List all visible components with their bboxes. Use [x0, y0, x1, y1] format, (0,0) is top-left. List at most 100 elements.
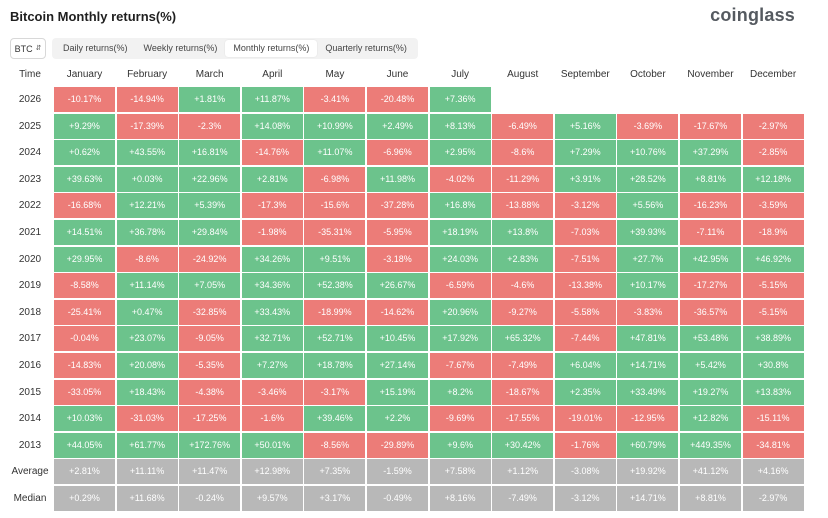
return-cell[interactable]: -6.59%: [429, 273, 491, 299]
return-cell[interactable]: -14.94%: [116, 87, 178, 112]
return-cell[interactable]: +53.48%: [680, 326, 741, 352]
return-cell[interactable]: +18.78%: [304, 353, 366, 378]
return-cell[interactable]: +13.8%: [492, 220, 554, 245]
summary-cell[interactable]: +11.47%: [179, 459, 241, 485]
return-cell[interactable]: -1.98%: [241, 220, 303, 245]
return-cell[interactable]: +8.2%: [429, 379, 491, 405]
return-cell[interactable]: +172.76%: [179, 432, 241, 458]
return-cell[interactable]: +33.49%: [617, 379, 679, 405]
summary-cell[interactable]: +14.71%: [617, 486, 679, 511]
return-cell[interactable]: +5.42%: [680, 353, 741, 378]
return-cell[interactable]: -8.58%: [54, 273, 115, 299]
return-cell[interactable]: +16.8%: [429, 193, 491, 219]
return-cell[interactable]: +2.49%: [367, 113, 428, 139]
return-cell[interactable]: +32.71%: [241, 326, 303, 352]
summary-cell[interactable]: +12.98%: [241, 459, 303, 485]
return-cell[interactable]: -17.55%: [492, 406, 554, 432]
return-cell[interactable]: +33.43%: [241, 299, 303, 325]
return-cell[interactable]: +11.98%: [367, 166, 428, 192]
return-cell[interactable]: -16.68%: [54, 193, 115, 219]
return-cell[interactable]: +6.04%: [554, 353, 616, 378]
return-cell[interactable]: -37.28%: [367, 193, 428, 219]
return-cell[interactable]: -3.69%: [617, 113, 679, 139]
return-cell[interactable]: +39.46%: [304, 406, 366, 432]
return-cell[interactable]: -7.49%: [492, 353, 554, 378]
summary-cell[interactable]: +9.57%: [241, 486, 303, 511]
return-cell[interactable]: -4.02%: [429, 166, 491, 192]
return-cell[interactable]: -5.35%: [179, 353, 241, 378]
return-cell[interactable]: -36.57%: [680, 299, 741, 325]
return-cell[interactable]: -17.39%: [116, 113, 178, 139]
return-cell[interactable]: +2.35%: [554, 379, 616, 405]
summary-cell[interactable]: +7.35%: [304, 459, 366, 485]
return-cell[interactable]: -16.23%: [680, 193, 741, 219]
return-cell[interactable]: -32.85%: [179, 299, 241, 325]
return-cell[interactable]: +2.2%: [367, 406, 428, 432]
return-cell[interactable]: -3.41%: [304, 87, 366, 112]
return-cell[interactable]: -7.51%: [554, 246, 616, 272]
summary-cell[interactable]: +0.29%: [54, 486, 115, 511]
return-cell[interactable]: +7.36%: [429, 87, 491, 112]
summary-cell[interactable]: -3.12%: [554, 486, 616, 511]
return-cell[interactable]: +5.16%: [554, 113, 616, 139]
return-cell[interactable]: +8.81%: [680, 166, 741, 192]
summary-cell[interactable]: +4.16%: [742, 459, 804, 485]
return-cell[interactable]: -2.97%: [742, 113, 804, 139]
return-cell[interactable]: -7.44%: [554, 326, 616, 352]
return-cell[interactable]: +2.95%: [429, 140, 491, 166]
return-cell[interactable]: +1.81%: [179, 87, 241, 112]
return-cell[interactable]: +30.42%: [492, 432, 554, 458]
return-cell[interactable]: -3.83%: [617, 299, 679, 325]
return-cell[interactable]: +34.36%: [241, 273, 303, 299]
return-cell[interactable]: +7.27%: [241, 353, 303, 378]
return-cell[interactable]: +5.39%: [179, 193, 241, 219]
return-cell[interactable]: -9.27%: [492, 299, 554, 325]
return-cell[interactable]: -29.89%: [367, 432, 428, 458]
return-cell[interactable]: +27.14%: [367, 353, 428, 378]
return-cell[interactable]: +28.52%: [617, 166, 679, 192]
summary-cell[interactable]: +2.81%: [54, 459, 115, 485]
return-cell[interactable]: +8.13%: [429, 113, 491, 139]
return-cell[interactable]: +52.38%: [304, 273, 366, 299]
return-cell[interactable]: -3.17%: [304, 379, 366, 405]
return-cell[interactable]: -0.04%: [54, 326, 115, 352]
return-cell[interactable]: +0.47%: [116, 299, 178, 325]
summary-cell[interactable]: +19.92%: [617, 459, 679, 485]
return-cell[interactable]: +15.19%: [367, 379, 428, 405]
return-cell[interactable]: -24.92%: [179, 246, 241, 272]
summary-cell[interactable]: +41.12%: [680, 459, 741, 485]
return-cell[interactable]: +46.92%: [742, 246, 804, 272]
return-cell[interactable]: -7.03%: [554, 220, 616, 245]
return-cell[interactable]: -6.98%: [304, 166, 366, 192]
return-cell[interactable]: -3.59%: [742, 193, 804, 219]
return-cell[interactable]: +11.07%: [304, 140, 366, 166]
return-cell[interactable]: +18.43%: [116, 379, 178, 405]
return-cell[interactable]: +11.14%: [116, 273, 178, 299]
summary-cell[interactable]: -0.49%: [367, 486, 428, 511]
return-cell[interactable]: -14.76%: [241, 140, 303, 166]
return-cell[interactable]: -9.05%: [179, 326, 241, 352]
return-cell[interactable]: +65.32%: [492, 326, 554, 352]
return-cell[interactable]: -8.6%: [116, 246, 178, 272]
return-cell[interactable]: +19.27%: [680, 379, 741, 405]
return-cell[interactable]: +24.03%: [429, 246, 491, 272]
return-cell[interactable]: -3.18%: [367, 246, 428, 272]
return-cell[interactable]: -18.67%: [492, 379, 554, 405]
return-cell[interactable]: +61.77%: [116, 432, 178, 458]
return-cell[interactable]: -20.48%: [367, 87, 428, 112]
return-cell[interactable]: -11.29%: [492, 166, 554, 192]
return-cell[interactable]: +14.08%: [241, 113, 303, 139]
return-cell[interactable]: -14.62%: [367, 299, 428, 325]
return-cell[interactable]: -18.9%: [742, 220, 804, 245]
return-cell[interactable]: -17.25%: [179, 406, 241, 432]
summary-cell[interactable]: +8.16%: [429, 486, 491, 511]
return-cell[interactable]: -15.6%: [304, 193, 366, 219]
summary-cell[interactable]: +3.17%: [304, 486, 366, 511]
return-cell[interactable]: -8.56%: [304, 432, 366, 458]
return-cell[interactable]: +36.78%: [116, 220, 178, 245]
return-cell[interactable]: -34.81%: [742, 432, 804, 458]
return-cell[interactable]: +10.17%: [617, 273, 679, 299]
return-cell[interactable]: +10.03%: [54, 406, 115, 432]
return-cell[interactable]: -6.49%: [492, 113, 554, 139]
return-cell[interactable]: +39.93%: [617, 220, 679, 245]
